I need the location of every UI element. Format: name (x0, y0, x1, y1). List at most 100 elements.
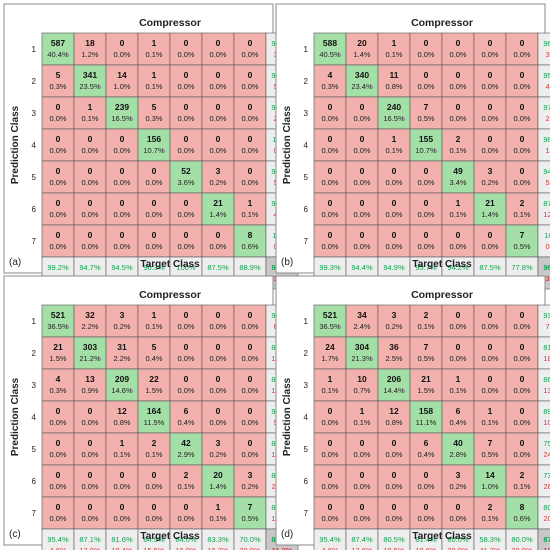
cell-count: 14 (485, 470, 495, 480)
cell-percent: 23.5% (79, 82, 101, 91)
panel-label: (c) (9, 529, 21, 540)
row-error: 0.0% (545, 242, 550, 251)
cell-background (233, 464, 267, 498)
y-tick-label: 6 (304, 477, 309, 486)
matrix-cell: 2 0.1% (137, 432, 171, 466)
cell-background (377, 432, 411, 466)
cell-background (201, 192, 235, 226)
matrix-cell: 34 2.4% (345, 304, 379, 338)
cell-count: 0 (216, 310, 221, 320)
matrix-cell: 0 0.0% (41, 400, 75, 434)
cell-background (473, 432, 507, 466)
cell-count: 32 (85, 310, 95, 320)
y-tick-label: 6 (304, 205, 309, 214)
cell-count: 0 (184, 342, 189, 352)
matrix-cell: 0 0.0% (473, 64, 507, 98)
matrix-cell: 2 0.1% (441, 128, 475, 162)
summary-background (537, 128, 550, 162)
cell-percent: 0.0% (49, 450, 66, 459)
cell-background (41, 32, 75, 66)
matrix-cell: 0 0.0% (505, 160, 539, 194)
cell-count: 0 (56, 230, 61, 240)
cell-percent: 0.0% (113, 210, 130, 219)
matrix-cell: 0 0.0% (105, 192, 139, 226)
cell-percent: 0.4% (145, 354, 162, 363)
cell-count: 0 (456, 310, 461, 320)
cell-count: 0 (488, 342, 493, 352)
cell-background (409, 432, 443, 466)
cell-percent: 0.0% (81, 514, 98, 523)
cell-percent: 0.0% (177, 242, 194, 251)
cell-percent: 0.0% (417, 210, 434, 219)
col-error: 12.9% (79, 546, 101, 550)
matrix-cell: 0 0.0% (41, 496, 75, 530)
matrix-cell: 20 1.4% (201, 464, 235, 498)
cell-count: 0 (328, 166, 333, 176)
cell-count: 206 (387, 374, 401, 384)
cell-percent: 0.0% (209, 82, 226, 91)
cell-percent: 0.0% (513, 322, 530, 331)
cell-count: 8 (520, 502, 525, 512)
cell-count: 0 (424, 470, 429, 480)
cell-percent: 0.0% (209, 354, 226, 363)
cell-count: 1 (152, 310, 157, 320)
col-error: 18.6% (415, 546, 437, 550)
y-tick-label: 7 (32, 509, 37, 518)
cell-background (233, 400, 267, 434)
matrix-cell: 0 0.0% (41, 128, 75, 162)
cell-count: 340 (355, 70, 369, 80)
matrix-cell: 1 0.1% (105, 432, 139, 466)
matrix-cell: 21 1.4% (201, 192, 235, 226)
cell-count: 0 (360, 230, 365, 240)
matrix-cell: 0 0.0% (41, 96, 75, 130)
matrix-cell: 0 0.0% (233, 160, 267, 194)
cell-background (169, 224, 203, 258)
matrix-cell: 0 0.0% (73, 464, 107, 498)
cell-count: 6 (184, 406, 189, 416)
cell-percent: 0.4% (177, 418, 194, 427)
cell-percent: 0.0% (241, 354, 258, 363)
matrix-cell: 0 0.0% (473, 368, 507, 402)
cell-percent: 0.0% (81, 210, 98, 219)
cell-percent: 0.1% (353, 418, 370, 427)
matrix-cell: 0 0.0% (441, 496, 475, 530)
cell-count: 239 (115, 102, 129, 112)
matrix-cell: 21 1.5% (41, 336, 75, 370)
matrix-cell: 164 11.5% (137, 400, 171, 434)
row-error: 10.2% (543, 418, 550, 427)
matrix-cell: 0 0.0% (169, 368, 203, 402)
chart-title: Compressor (411, 289, 473, 301)
cell-percent: 0.0% (353, 450, 370, 459)
cell-count: 31 (117, 342, 127, 352)
matrix-cell: 0 0.0% (505, 304, 539, 338)
cell-count: 0 (488, 70, 493, 80)
matrix-cell: 1 0.1% (313, 368, 347, 402)
cell-percent: 0.0% (353, 242, 370, 251)
cell-count: 1 (248, 198, 253, 208)
cell-background (505, 128, 539, 162)
cell-count: 0 (216, 406, 221, 416)
matrix-cell: 0 0.0% (505, 400, 539, 434)
matrix-cell: 0 0.0% (505, 96, 539, 130)
cell-background (377, 400, 411, 434)
cell-background (441, 336, 475, 370)
cell-count: 1 (152, 38, 157, 48)
cell-percent: 36.5% (319, 322, 341, 331)
cell-count: 2 (184, 470, 189, 480)
cell-percent: 0.6% (241, 242, 258, 251)
cell-percent: 0.8% (385, 418, 402, 427)
cell-percent: 0.0% (321, 146, 338, 155)
cell-background (505, 160, 539, 194)
matrix-cell: 22 1.5% (137, 368, 171, 402)
cell-percent: 2.5% (385, 354, 402, 363)
matrix-cell: 0 0.0% (169, 64, 203, 98)
cell-background (473, 368, 507, 402)
y-tick-label: 1 (304, 317, 309, 326)
cell-background (105, 496, 139, 530)
matrix-cell: 7 0.5% (505, 224, 539, 258)
cell-percent: 14.6% (111, 386, 133, 395)
cell-background (137, 224, 171, 258)
matrix-cell: 40 2.8% (441, 432, 475, 466)
y-tick-label: 3 (32, 381, 37, 390)
cell-background (377, 160, 411, 194)
